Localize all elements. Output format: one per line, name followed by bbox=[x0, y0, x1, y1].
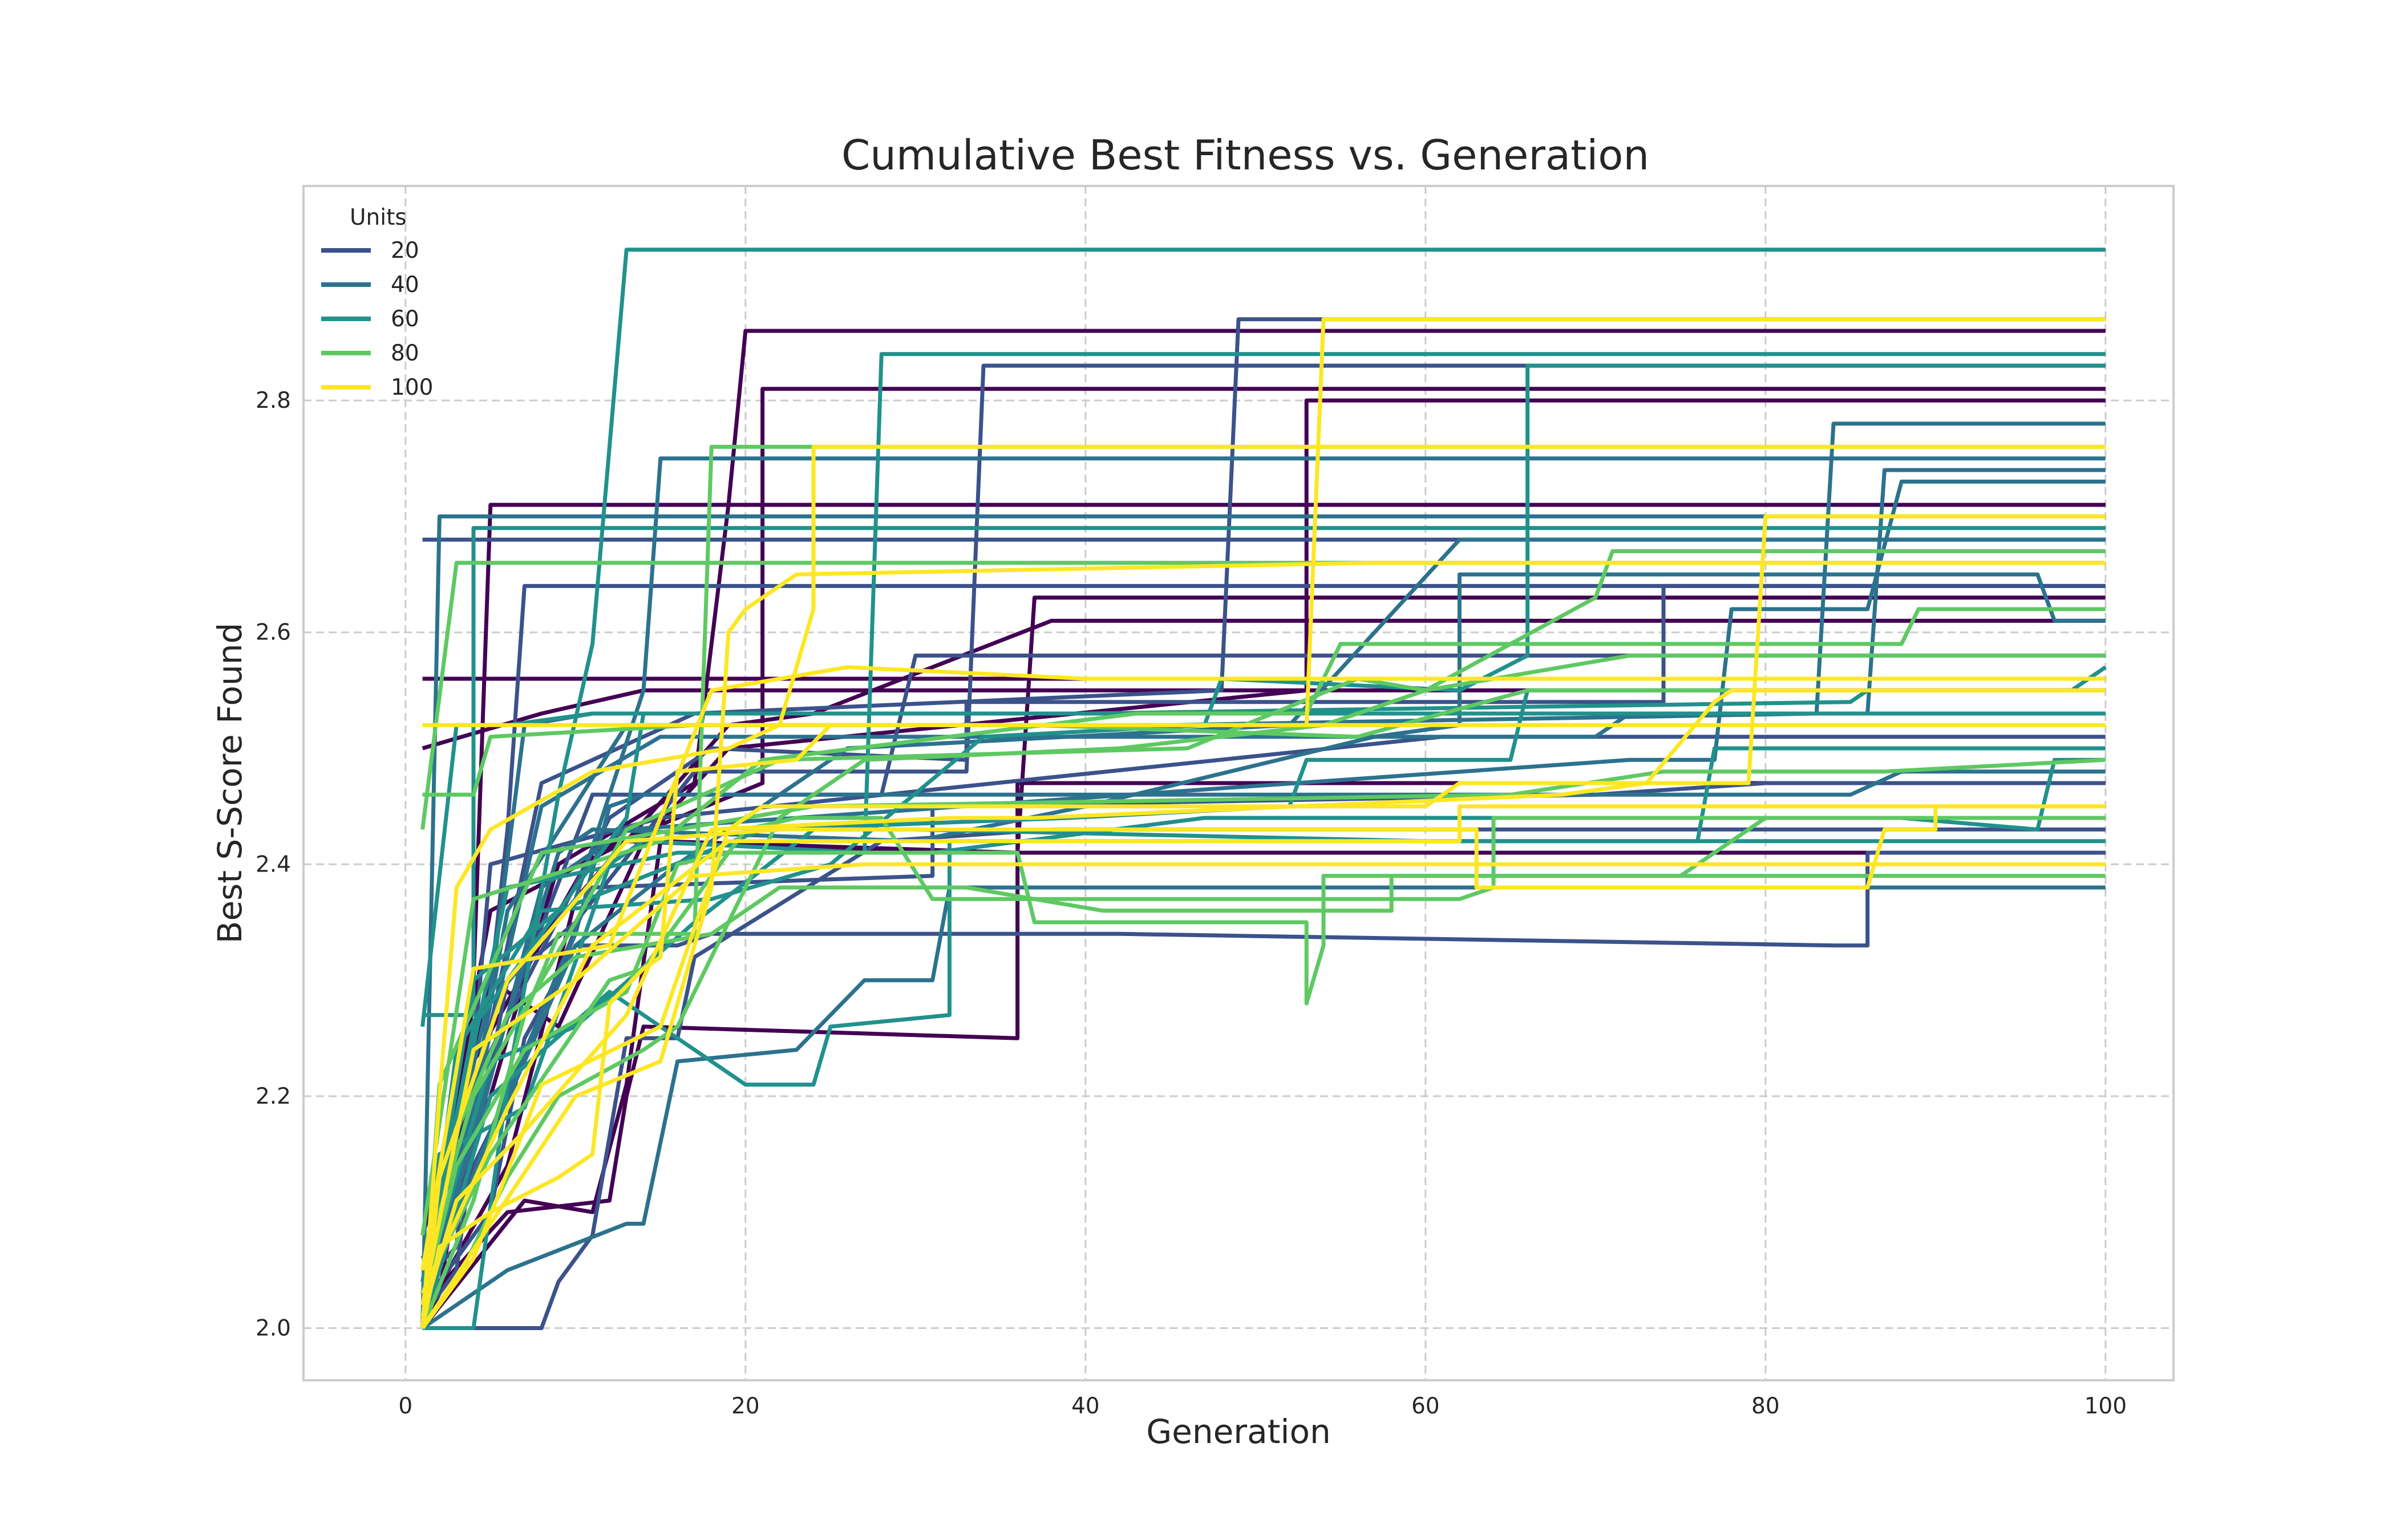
series-line bbox=[420, 549, 2106, 1330]
legend-label: 40 bbox=[391, 272, 419, 298]
plot-frame bbox=[302, 185, 2175, 1381]
x-tick-label: 60 bbox=[1411, 1393, 1440, 1419]
chart-title: Cumulative Best Fitness vs. Generation bbox=[841, 131, 1649, 179]
series-line bbox=[420, 514, 2106, 1328]
series-line bbox=[422, 248, 2106, 1330]
series-line bbox=[420, 757, 2106, 1282]
y-tick-label: 2.8 bbox=[256, 388, 291, 414]
series-line bbox=[421, 885, 2106, 1330]
series-line bbox=[420, 804, 2106, 1328]
legend: Units 20 40 60 80 100 bbox=[321, 205, 433, 400]
series-line bbox=[422, 688, 2106, 751]
series-line bbox=[420, 816, 2106, 1317]
y-axis-label: Best S-Score Found bbox=[211, 623, 249, 944]
series-line bbox=[420, 862, 2106, 1306]
x-axis-label: Generation bbox=[1146, 1412, 1331, 1451]
y-tick-label: 2.2 bbox=[256, 1084, 291, 1109]
tick-layer: 0 20 40 60 80 100 2.0 2.2 2.4 2.6 2.8 bbox=[256, 388, 2127, 1419]
legend-label: 100 bbox=[391, 375, 433, 400]
y-tick-label: 2.6 bbox=[256, 620, 291, 646]
legend-label: 60 bbox=[391, 306, 419, 332]
x-tick-label: 80 bbox=[1751, 1393, 1780, 1419]
series-line bbox=[420, 444, 2106, 1329]
legend-label: 80 bbox=[391, 341, 419, 366]
legend-label: 20 bbox=[391, 238, 419, 264]
x-tick-label: 20 bbox=[731, 1393, 760, 1419]
series-line bbox=[422, 827, 2106, 1330]
series-line bbox=[420, 665, 2106, 1271]
series-line bbox=[420, 561, 2106, 1330]
series-line bbox=[420, 746, 2106, 1329]
series-layer bbox=[420, 248, 2107, 1330]
series-line bbox=[420, 479, 2106, 1283]
series-line bbox=[420, 850, 2106, 1306]
series-line bbox=[420, 850, 2106, 1306]
x-tick-label: 100 bbox=[2085, 1393, 2127, 1419]
y-tick-label: 2.0 bbox=[256, 1316, 291, 1342]
series-line bbox=[420, 363, 2106, 1317]
series-line bbox=[420, 572, 2106, 1294]
series-line bbox=[420, 583, 2106, 1317]
series-line bbox=[420, 688, 2106, 1318]
x-tick-label: 40 bbox=[1071, 1393, 1100, 1419]
series-line bbox=[420, 595, 2106, 1330]
series-line bbox=[420, 607, 2106, 1236]
y-tick-label: 2.4 bbox=[256, 852, 291, 877]
series-line bbox=[420, 653, 2106, 1271]
x-tick-label: 0 bbox=[398, 1393, 412, 1419]
series-line bbox=[420, 444, 2106, 1328]
series-line bbox=[420, 757, 2106, 1328]
legend-title: Units bbox=[350, 205, 407, 230]
series-line bbox=[420, 804, 2106, 1294]
series-line bbox=[420, 514, 2106, 1330]
